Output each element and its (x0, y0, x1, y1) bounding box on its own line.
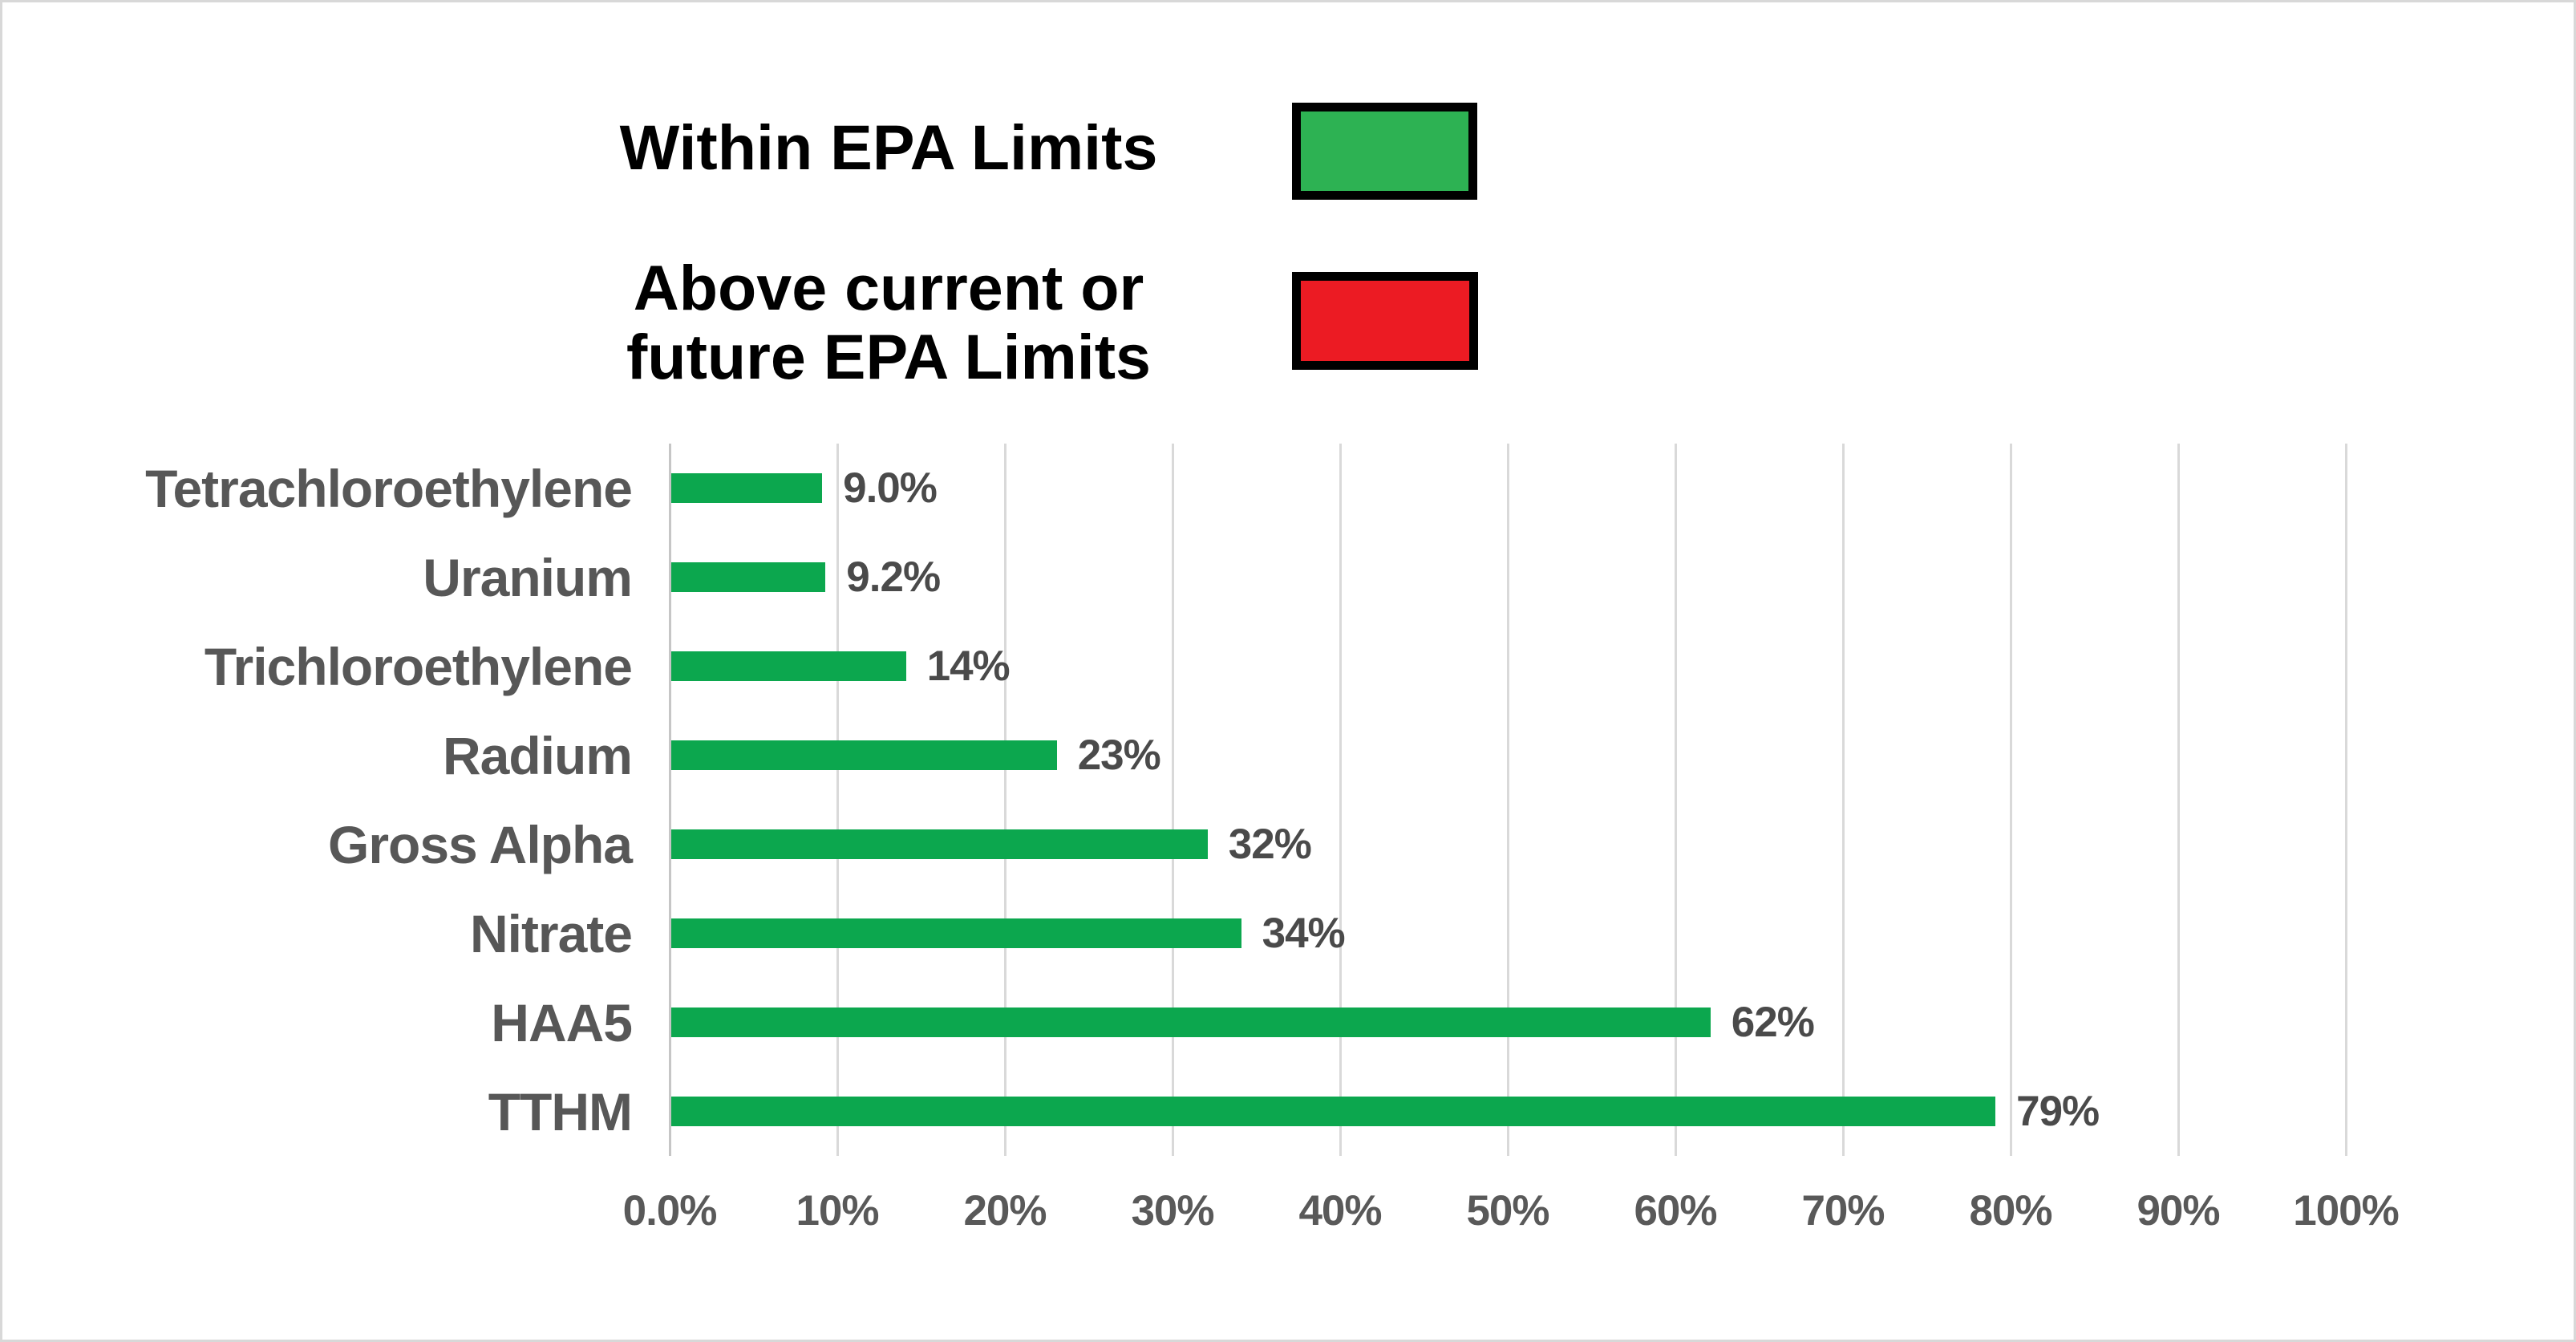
bar-value-label-trichloroethylene: 14% (926, 642, 1011, 690)
bar-value-label-nitrate: 34% (1262, 909, 1346, 957)
category-label-haa5: HAA5 (491, 992, 633, 1052)
category-label-uranium: Uranium (423, 547, 633, 607)
gridline-90% (2177, 444, 2180, 1156)
x-tick-label-70%: 70% (1801, 1187, 1885, 1235)
bar-tetrachloroethylene (671, 473, 823, 503)
bar-value-label-radium: 23% (1077, 731, 1161, 779)
bar-nitrate (671, 918, 1241, 948)
bar-value-label-uranium: 9.2% (846, 553, 941, 601)
x-tick-label-80%: 80% (1969, 1187, 2052, 1235)
x-tick-label-0.0%: 0.0% (622, 1187, 718, 1235)
bar-trichloroethylene (671, 651, 906, 681)
bar-tthm (671, 1097, 1996, 1126)
category-label-nitrate: Nitrate (469, 903, 633, 963)
legend-swatch-within-epa-limits (1292, 103, 1477, 200)
category-label-trichloroethylene: Trichloroethylene (204, 636, 633, 696)
bar-value-label-tthm: 79% (2016, 1087, 2100, 1135)
y-axis-line (668, 444, 671, 1156)
category-label-tetrachloroethylene: Tetrachloroethylene (145, 458, 633, 518)
x-tick-label-60%: 60% (1634, 1187, 1717, 1235)
bar-value-label-tetrachloroethylene: 9.0% (843, 464, 938, 512)
gridline-50% (1506, 444, 1509, 1156)
x-tick-label-10%: 10% (796, 1187, 879, 1235)
x-tick-label-50%: 50% (1466, 1187, 1549, 1235)
gridline-40% (1339, 444, 1342, 1156)
x-tick-label-30%: 30% (1131, 1187, 1214, 1235)
legend-label-above-line-1: Above current or (633, 252, 1144, 323)
bar-gross-alpha (671, 829, 1208, 859)
legend-label-above-line-2: future EPA Limits (626, 321, 1151, 392)
bar-value-label-haa5: 62% (1731, 998, 1815, 1046)
bar-value-label-gross-alpha: 32% (1228, 820, 1312, 868)
legend-swatch-above-epa-limits (1292, 272, 1478, 370)
x-tick-label-20%: 20% (963, 1187, 1047, 1235)
bar-uranium (671, 562, 826, 592)
bar-radium (671, 740, 1057, 770)
gridline-100% (2344, 444, 2347, 1156)
gridline-20% (1003, 444, 1007, 1156)
x-tick-label-100%: 100% (2293, 1187, 2400, 1235)
category-label-gross-alpha: Gross Alpha (328, 814, 633, 874)
gridline-60% (1674, 444, 1677, 1156)
category-label-tthm: TTHM (488, 1081, 633, 1141)
bar-haa5 (671, 1008, 1711, 1037)
legend-label-above-epa-limits: Above current or future EPA Limits (500, 253, 1278, 391)
gridline-80% (2009, 444, 2012, 1156)
gridline-70% (1841, 444, 1845, 1156)
x-tick-label-90%: 90% (2137, 1187, 2220, 1235)
category-label-radium: Radium (442, 725, 633, 785)
gridline-30% (1171, 444, 1174, 1156)
legend-label-within-epa-limits: Within EPA Limits (619, 111, 1158, 183)
x-tick-label-40%: 40% (1298, 1187, 1382, 1235)
gridline-10% (836, 444, 839, 1156)
